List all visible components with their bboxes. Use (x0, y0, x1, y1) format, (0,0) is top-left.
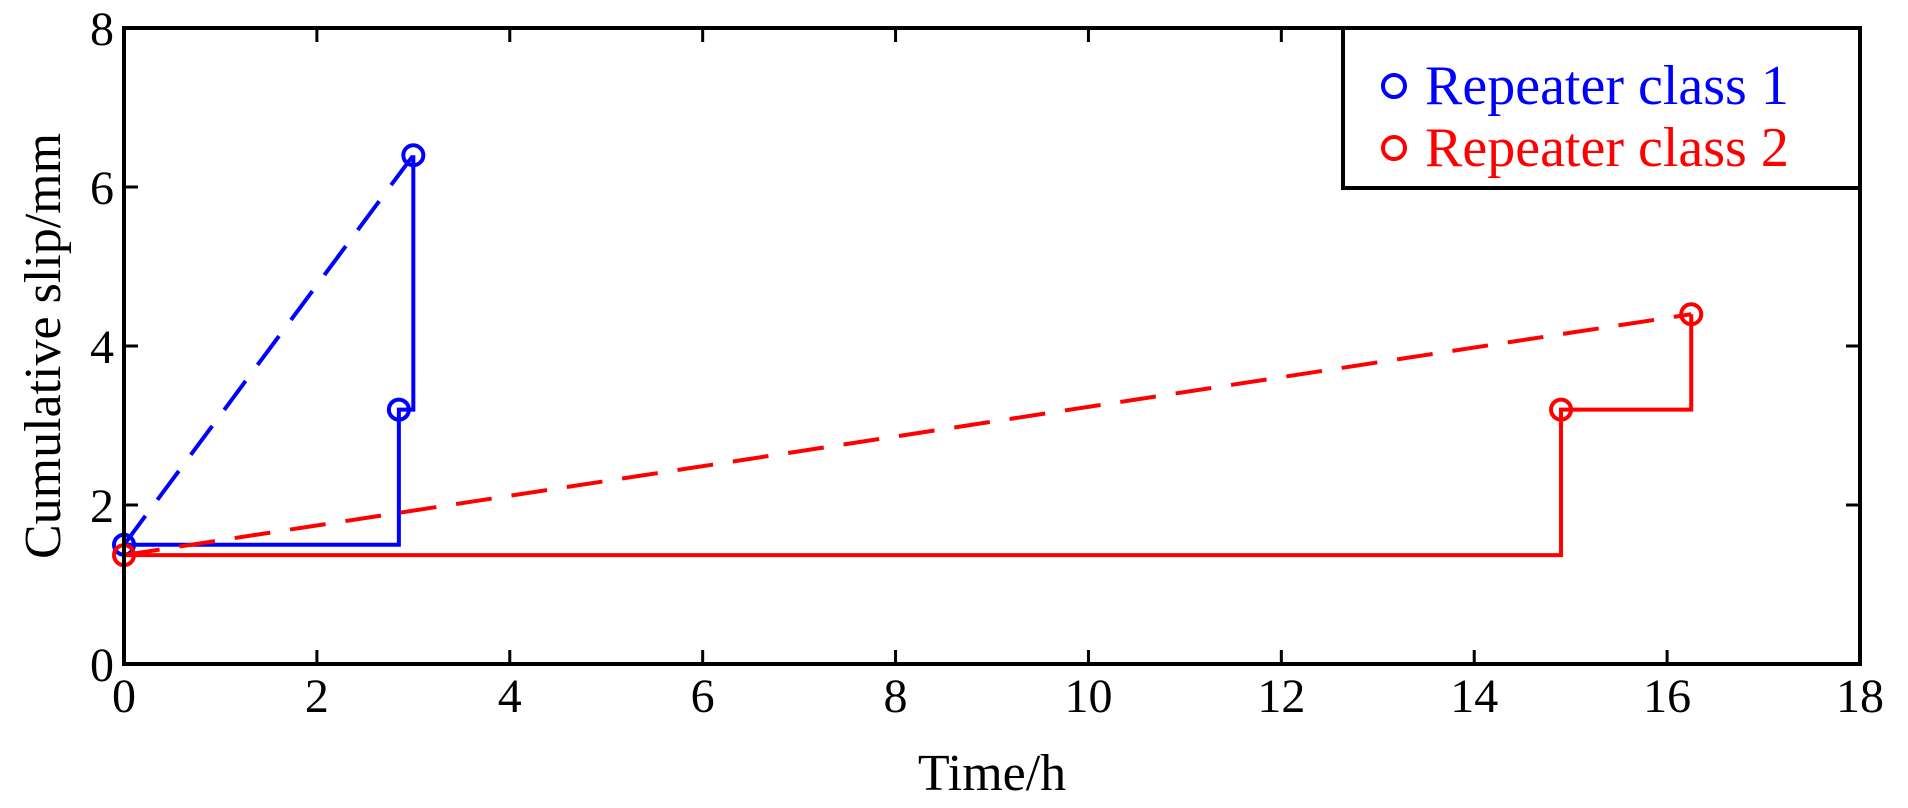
x-tick-label: 16 (1643, 670, 1691, 723)
series-2-step-line (124, 314, 1694, 558)
legend-box (1341, 26, 1862, 190)
y-axis-title: Cumulative slip/mm (15, 133, 72, 559)
y-tick-label: 0 (90, 639, 114, 692)
x-tick-label: 2 (305, 670, 329, 723)
series-2-event-point (1549, 397, 1574, 422)
x-tick-label: 10 (1064, 670, 1112, 723)
y-tick-label: 6 (90, 162, 114, 215)
legend-label-repeater-class-2: Repeater class 2 (1425, 117, 1789, 179)
series-1-step-line (124, 155, 416, 547)
y-tick-label: 2 (90, 480, 114, 533)
legend-label-repeater-class-1: Repeater class 1 (1425, 55, 1789, 117)
x-tick-label: 6 (691, 670, 715, 723)
legend: Repeater class 1 Repeater class 2 (1341, 26, 1862, 190)
legend-marker-repeater-class-2 (1381, 135, 1407, 161)
series-2-trend-line (123, 312, 1692, 558)
x-tick-label: 14 (1450, 670, 1498, 723)
y-tick-label: 8 (90, 3, 114, 56)
series-2-event-point (1679, 302, 1704, 327)
axis-ticks: 0 2 4 6 8 10 12 14 16 18 0 2 4 6 8 (90, 3, 1884, 723)
x-tick-label: 0 (112, 670, 136, 723)
series-layer (112, 143, 1704, 568)
series-1-event-point (386, 397, 411, 422)
x-tick-label: 12 (1257, 670, 1305, 723)
x-tick-label: 4 (498, 670, 522, 723)
plot-frame (122, 26, 1862, 666)
x-tick-label: 8 (884, 670, 908, 723)
series-1-event-point (401, 143, 426, 168)
series-1-trend-line (122, 154, 415, 546)
x-tick-label: 18 (1836, 670, 1884, 723)
y-tick-label: 4 (90, 321, 114, 374)
x-axis-title: Time/h (918, 745, 1066, 802)
legend-marker-repeater-class-1 (1381, 73, 1407, 99)
